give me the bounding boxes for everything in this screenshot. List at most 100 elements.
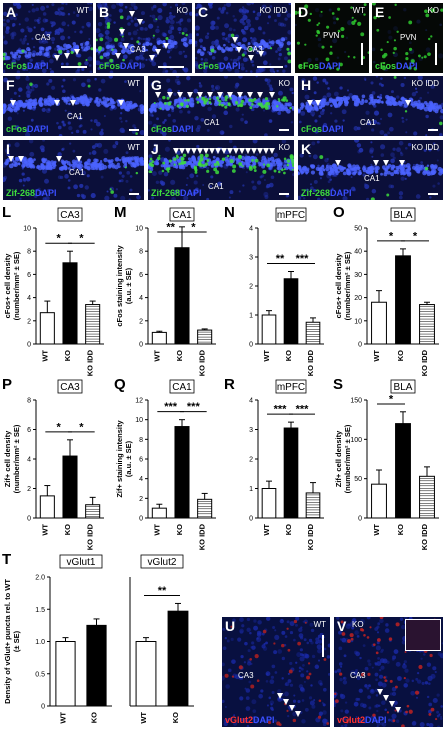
nucleus xyxy=(315,640,319,645)
nucleus xyxy=(149,42,153,46)
y-tick-label: 6 xyxy=(27,427,31,434)
nucleus xyxy=(24,128,30,133)
nucleus xyxy=(53,47,58,52)
nucleus xyxy=(373,110,380,116)
nucleus xyxy=(240,117,244,122)
significance-stars: ** xyxy=(158,585,167,597)
nucleus xyxy=(56,44,60,49)
nucleus xyxy=(102,99,107,105)
nucleus xyxy=(305,101,309,106)
bar-ko xyxy=(167,610,189,707)
nucleus xyxy=(338,662,343,666)
nucleus xyxy=(195,64,201,70)
y-axis-label: (number/mm² ± SE) xyxy=(343,424,352,493)
nucleus xyxy=(342,119,345,122)
nucleus xyxy=(439,115,443,120)
nucleus xyxy=(56,121,59,125)
nucleus xyxy=(227,668,232,673)
nucleus xyxy=(13,91,17,95)
nucleus xyxy=(135,104,138,108)
nucleus xyxy=(116,3,121,6)
nucleus xyxy=(268,39,271,42)
bar-ko xyxy=(174,247,190,345)
nucleus xyxy=(279,43,284,48)
nucleus xyxy=(14,156,19,161)
nucleus xyxy=(156,25,160,29)
nucleus xyxy=(239,628,244,634)
labeled-cell xyxy=(199,153,204,158)
arrowhead-icon xyxy=(191,148,197,154)
bar-ko-idd xyxy=(85,504,101,519)
nucleus xyxy=(127,160,133,165)
arrowhead-icon xyxy=(395,707,401,713)
nucleus xyxy=(277,46,282,52)
chart-letter: T xyxy=(2,551,12,568)
arrowhead-icon xyxy=(155,92,161,98)
nucleus xyxy=(304,654,309,658)
labeled-cell xyxy=(111,48,114,51)
nucleus xyxy=(120,195,126,200)
labeled-cell xyxy=(114,37,119,42)
nucleus xyxy=(376,625,380,629)
labeled-cell xyxy=(224,95,229,100)
nucleus xyxy=(44,99,49,104)
nucleus xyxy=(401,120,405,123)
nucleus xyxy=(3,11,8,16)
labeled-cell xyxy=(286,709,289,712)
labeled-cell xyxy=(213,162,218,167)
nucleus xyxy=(428,148,432,152)
y-axis-label: (± SE) xyxy=(12,630,21,652)
nucleus xyxy=(266,22,270,25)
nucleus xyxy=(162,121,166,124)
nucleus xyxy=(375,719,380,724)
nucleus xyxy=(439,717,443,721)
nucleus xyxy=(10,32,15,37)
nucleus xyxy=(61,62,64,66)
labeled-cell xyxy=(386,193,390,197)
nucleus xyxy=(281,140,287,144)
nucleus xyxy=(88,6,93,12)
genotype-tag: WT xyxy=(127,143,140,152)
nucleus xyxy=(224,23,230,29)
nucleus xyxy=(95,167,99,171)
labeled-cell xyxy=(238,162,243,166)
nucleus xyxy=(104,63,108,67)
nucleus xyxy=(417,76,423,81)
nucleus xyxy=(377,681,383,687)
nucleus xyxy=(268,696,272,700)
nucleus xyxy=(290,121,294,124)
labeled-cell xyxy=(283,168,286,171)
panel-letter: E xyxy=(375,4,385,20)
panel-h: H KO IDD CA1 cFosDAPI xyxy=(298,76,443,136)
nucleus xyxy=(231,157,234,160)
labeled-cell xyxy=(309,12,312,16)
nucleus xyxy=(96,162,101,168)
labeled-cell xyxy=(77,62,82,66)
nucleus xyxy=(248,160,252,164)
labeled-cell xyxy=(250,684,255,689)
nucleus xyxy=(42,160,46,164)
genotype-tag: WT xyxy=(76,6,89,15)
y-axis-label: (number/mm² ± SE) xyxy=(12,251,21,320)
nucleus xyxy=(440,715,443,718)
nucleus xyxy=(12,160,16,164)
nucleus xyxy=(62,89,66,94)
nucleus xyxy=(131,50,135,53)
nucleus xyxy=(411,721,417,726)
y-tick-label: 6 xyxy=(139,457,143,464)
nucleus xyxy=(396,95,400,99)
nucleus xyxy=(258,693,264,699)
nucleus xyxy=(394,101,399,106)
nucleus xyxy=(130,3,136,7)
labeled-cell xyxy=(306,675,311,680)
nucleus xyxy=(111,165,116,169)
y-tick-label: 2 xyxy=(249,457,253,464)
nucleus xyxy=(202,46,206,50)
nucleus xyxy=(387,170,391,175)
nucleus xyxy=(169,34,175,40)
nucleus xyxy=(23,102,28,107)
labeled-cell xyxy=(157,156,161,161)
arrowhead-icon xyxy=(269,92,275,98)
nucleus xyxy=(281,677,284,680)
